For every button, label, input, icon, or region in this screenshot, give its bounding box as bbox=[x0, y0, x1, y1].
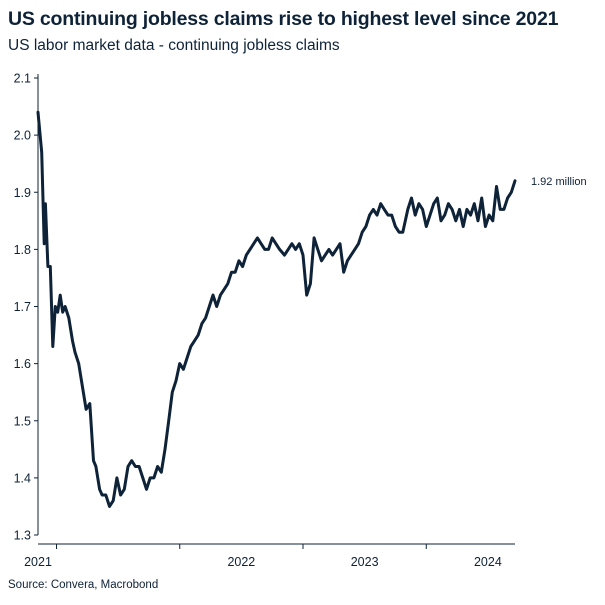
y-tick-label: 1.6 bbox=[14, 357, 31, 371]
chart-subtitle: US labor market data - continuing jobles… bbox=[8, 37, 340, 54]
annotation-layer: 1.92 million bbox=[531, 176, 587, 188]
x-tick-label: 2022 bbox=[227, 555, 255, 569]
x-tick-label: 2024 bbox=[474, 555, 502, 569]
x-tick-label: 2021 bbox=[24, 555, 52, 569]
last-value-annotation: 1.92 million bbox=[531, 176, 587, 188]
x-axis: 2021 2022 2023 2024 bbox=[24, 543, 515, 569]
y-tick-label: 1.7 bbox=[14, 300, 31, 314]
series-layer bbox=[36, 110, 517, 508]
x-tick-label: 2023 bbox=[351, 555, 379, 569]
y-tick-label: 1.9 bbox=[14, 186, 31, 200]
y-tick-label: 2.0 bbox=[14, 129, 31, 143]
chart-source: Source: Convera, Macrobond bbox=[8, 579, 159, 591]
y-tick-label: 1.8 bbox=[14, 243, 31, 257]
y-tick-label: 1.3 bbox=[14, 529, 31, 543]
y-axis: 1.3 1.4 1.5 1.6 1.7 1.8 1.9 2.0 2.1 bbox=[14, 72, 39, 543]
chart-title: US continuing jobless claims rise to hig… bbox=[8, 8, 559, 30]
y-tick-label: 1.5 bbox=[14, 414, 31, 428]
y-tick-label: 1.4 bbox=[14, 471, 31, 485]
series-line bbox=[36, 110, 517, 508]
y-tick-label: 2.1 bbox=[14, 72, 31, 86]
